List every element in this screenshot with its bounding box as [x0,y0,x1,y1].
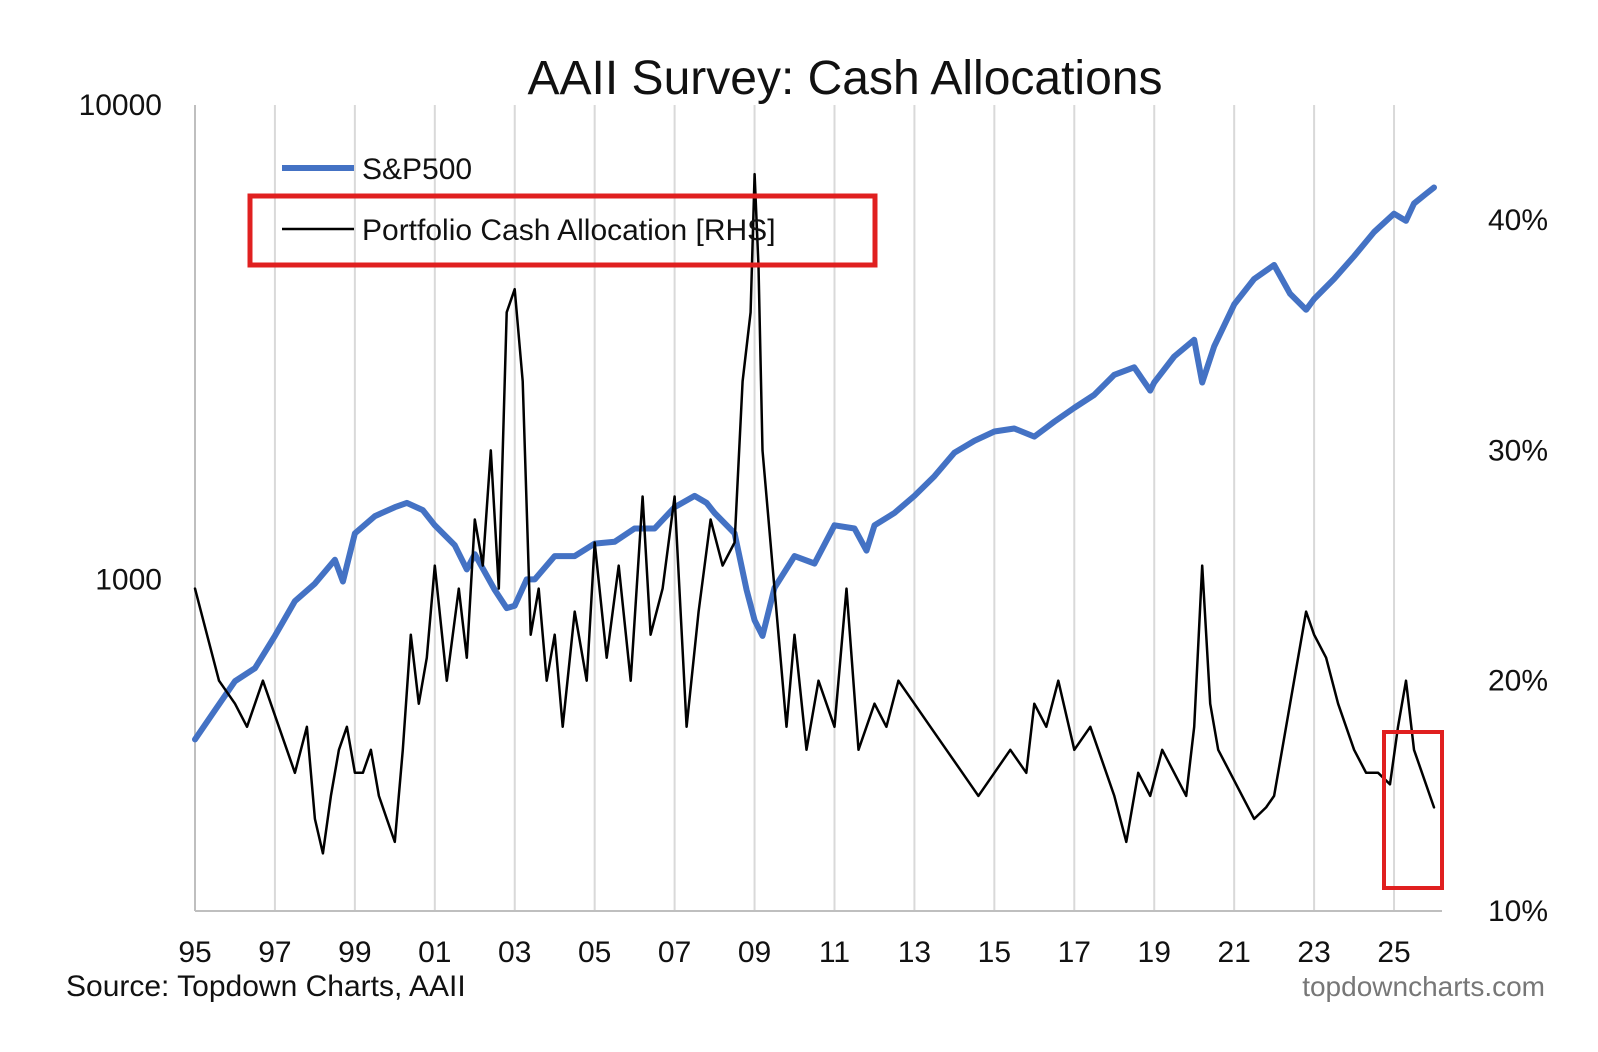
x-axis-ticks: 95 97 99 01 03 05 07 09 11 13 15 17 19 21 23 25 [178,936,1410,969]
recent-data-highlight-box [1382,730,1444,890]
source-note: Source: Topdown Charts, AAII [66,970,466,1003]
legend-highlight-box [247,193,878,268]
x-tick-label-95: 95 [178,936,211,969]
x-tick-label-23: 23 [1297,936,1330,969]
axes [194,105,1442,912]
x-tick-label-25: 25 [1377,936,1410,969]
right-tick-label-10pct: 10% [1488,895,1548,928]
x-tick-label-01: 01 [418,936,451,969]
legend: S&P500 Portfolio Cash Allocation [RHS] [247,153,878,268]
x-tick-label-97: 97 [258,936,291,969]
right-tick-label-40pct: 40% [1488,204,1548,237]
left-axis-ticks: 10000 1000 [79,89,162,596]
x-tick-label-17: 17 [1058,936,1091,969]
brand-watermark: topdowncharts.com [1302,971,1545,1002]
x-tick-label-05: 05 [578,936,611,969]
right-tick-label-30pct: 30% [1488,434,1548,467]
x-tick-label-15: 15 [978,936,1011,969]
x-tick-label-13: 13 [898,936,931,969]
x-tick-label-99: 99 [338,936,371,969]
x-tick-label-21: 21 [1217,936,1250,969]
x-tick-label-09: 09 [738,936,771,969]
x-tick-label-19: 19 [1138,936,1171,969]
chart-title: AAII Survey: Cash Allocations [528,52,1163,105]
series-line-sp500 [192,184,1437,743]
right-axis-ticks: 40% 30% 20% 10% [1488,204,1548,928]
legend-label-sp500: S&P500 [362,153,472,186]
left-tick-label-1000: 1000 [95,563,162,596]
right-tick-label-20pct: 20% [1488,665,1548,698]
left-tick-label-10000: 10000 [79,89,162,122]
x-tick-label-07: 07 [658,936,691,969]
x-tick-label-03: 03 [498,936,531,969]
series-lines [192,172,1437,855]
legend-label-cash: Portfolio Cash Allocation [RHS] [362,214,776,247]
x-tick-label-11: 11 [819,936,850,969]
